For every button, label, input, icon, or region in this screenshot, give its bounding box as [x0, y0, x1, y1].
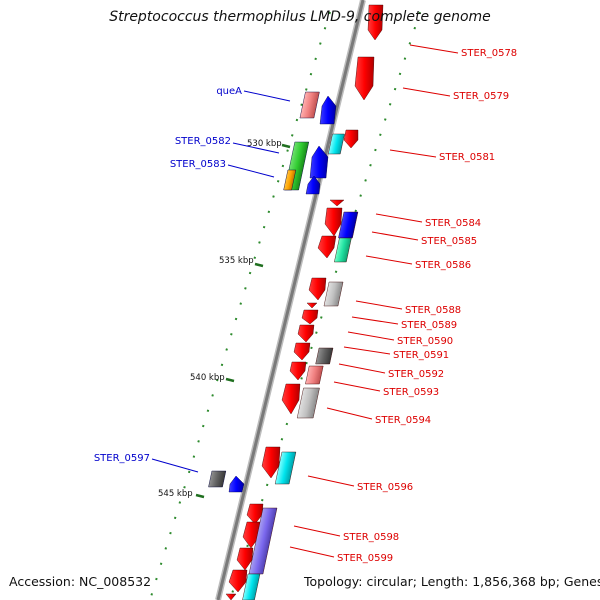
gene-glyph[interactable]: [274, 451, 297, 485]
gene-label[interactable]: STER_0582: [175, 136, 231, 147]
gene-glyph[interactable]: [334, 237, 352, 263]
gene-glyph[interactable]: [242, 573, 261, 600]
forward-strand-labels: queA STER_0582 STER_0583 STER_0597: [94, 86, 291, 473]
gene-glyph[interactable]: [305, 365, 324, 385]
scale-tick-mark: [254, 262, 264, 268]
gene-label[interactable]: STER_0586: [415, 260, 471, 271]
scale-tick-mark: [195, 493, 205, 499]
map-title: Streptococcus thermophilus LMD-9, comple…: [109, 9, 491, 25]
gene-glyph[interactable]: [299, 91, 320, 119]
gene-glyph[interactable]: [323, 281, 344, 307]
gene-glyph[interactable]: [225, 593, 237, 600]
leader-line: [333, 381, 381, 392]
gene-label[interactable]: STER_0593: [383, 387, 439, 398]
leader-line: [293, 525, 341, 537]
leader-line: [371, 231, 419, 241]
gene-label[interactable]: STER_0594: [375, 415, 431, 426]
leader-line: [151, 458, 199, 473]
gene-glyph[interactable]: [246, 503, 264, 525]
gene-label[interactable]: STER_0599: [337, 553, 393, 564]
gene-label[interactable]: STER_0578: [461, 48, 517, 59]
gene-label[interactable]: STER_0596: [357, 482, 413, 493]
leader-line: [389, 149, 437, 158]
leader-line: [338, 363, 386, 374]
gene-glyph[interactable]: [296, 387, 320, 419]
gene-glyph[interactable]: [297, 324, 315, 343]
outer-tick-ring: [149, 11, 421, 600]
scale-label: 545 kbp: [158, 489, 193, 499]
leader-line: [343, 346, 391, 355]
topology-text: Topology: circular; Length: 1,856,368 bp…: [304, 574, 600, 589]
scale-tick-mark: [225, 377, 235, 383]
gene-glyph[interactable]: [261, 446, 281, 479]
scale-tick-marks: [195, 143, 291, 499]
leader-line: [351, 316, 399, 325]
scale-label: 540 kbp: [190, 373, 225, 383]
leader-line: [402, 87, 451, 97]
gene-glyph[interactable]: [367, 4, 384, 41]
gene-glyph[interactable]: [315, 347, 334, 365]
gene-glyph[interactable]: [293, 342, 311, 361]
leader-line: [307, 475, 355, 487]
reverse-strand-labels: STER_0578 STER_0579 STER_0581 STER_0584 …: [289, 44, 517, 564]
gene-glyph[interactable]: [301, 309, 319, 325]
leader-line: [227, 164, 275, 178]
gene-glyph[interactable]: [242, 521, 261, 549]
gene-glyph[interactable]: [283, 169, 297, 191]
gene-glyph[interactable]: [329, 199, 345, 207]
gene-label[interactable]: STER_0588: [405, 305, 461, 316]
gene-label[interactable]: STER_0583: [170, 159, 226, 170]
leader-line: [232, 142, 280, 154]
genome-backbone: [215, 0, 366, 600]
gene-glyph[interactable]: [328, 133, 345, 155]
forward-gene-track: [208, 91, 337, 493]
gene-glyph[interactable]: [309, 145, 329, 179]
leader-line: [409, 44, 459, 54]
leader-line: [243, 90, 291, 102]
gene-label[interactable]: STER_0589: [401, 320, 457, 331]
gene-glyph[interactable]: [324, 207, 343, 237]
reverse-gene-track: [225, 4, 384, 600]
gene-glyph[interactable]: [343, 129, 359, 149]
scale-label: 535 kbp: [219, 256, 254, 266]
leader-line: [347, 331, 395, 341]
leader-line: [289, 546, 335, 558]
scale-labels: 530 kbp 535 kbp 540 kbp 545 kbp: [158, 139, 282, 499]
gene-glyph[interactable]: [236, 547, 254, 571]
gene-label[interactable]: STER_0581: [439, 152, 495, 163]
gene-label[interactable]: STER_0584: [425, 218, 481, 229]
scale-tick-mark: [281, 143, 291, 149]
gene-glyph[interactable]: [317, 235, 337, 259]
gene-glyph[interactable]: [289, 361, 307, 381]
gene-label[interactable]: STER_0598: [343, 532, 399, 543]
scale-label: 530 kbp: [247, 139, 282, 149]
gene-glyph[interactable]: [305, 175, 321, 195]
leader-line: [326, 407, 373, 420]
gene-glyph[interactable]: [354, 56, 375, 101]
gene-glyph[interactable]: [308, 277, 327, 301]
gene-glyph[interactable]: [228, 475, 245, 493]
accession-text: Accession: NC_008532: [9, 574, 152, 589]
gene-glyph[interactable]: [281, 383, 301, 415]
gene-label[interactable]: STER_0590: [397, 336, 453, 347]
gene-label[interactable]: STER_0597: [94, 453, 150, 464]
gene-label[interactable]: queA: [216, 86, 242, 97]
gene-label[interactable]: STER_0579: [453, 91, 509, 102]
gene-glyph[interactable]: [208, 470, 227, 488]
gene-glyph[interactable]: [319, 95, 337, 125]
gene-glyph[interactable]: [228, 569, 248, 593]
gene-label[interactable]: STER_0591: [393, 350, 449, 361]
gene-label[interactable]: STER_0592: [388, 369, 444, 380]
gene-glyph[interactable]: [306, 302, 318, 309]
gene-label[interactable]: STER_0585: [421, 236, 477, 247]
leader-line: [365, 255, 413, 265]
leader-line: [375, 213, 423, 223]
leader-line: [355, 300, 403, 310]
